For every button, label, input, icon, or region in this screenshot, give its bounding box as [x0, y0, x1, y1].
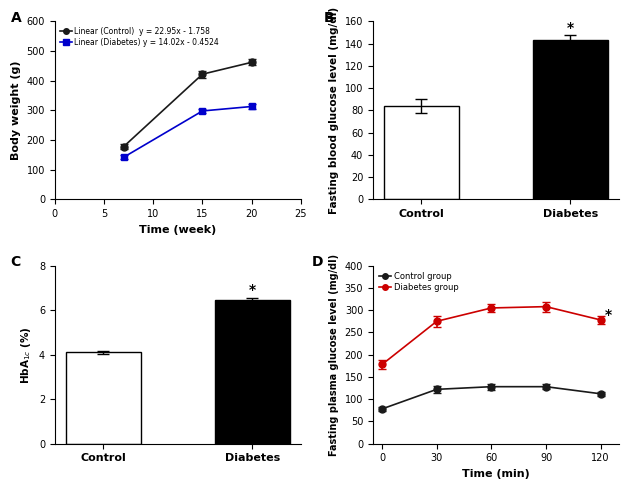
Bar	[66, 352, 140, 443]
Legend: Linear (Control)  y = 22.95x - 1.758, Linear (Diabetes) y = 14.02x - 0.4524: Linear (Control) y = 22.95x - 1.758, Lin…	[59, 25, 220, 49]
Y-axis label: Body weight (g): Body weight (g)	[11, 61, 21, 160]
Text: *: *	[249, 283, 256, 297]
Text: A: A	[11, 11, 21, 24]
Text: C: C	[11, 255, 21, 269]
Text: *: *	[604, 308, 612, 321]
Text: B: B	[324, 11, 335, 24]
Y-axis label: Fasting plasma glucose level (mg/dl): Fasting plasma glucose level (mg/dl)	[329, 254, 339, 456]
Y-axis label: Fasting blood glucose level (mg/dl): Fasting blood glucose level (mg/dl)	[329, 7, 339, 214]
Bar	[215, 300, 290, 443]
Bar	[533, 40, 608, 199]
X-axis label: Time (min): Time (min)	[462, 469, 530, 479]
X-axis label: Time (week): Time (week)	[139, 224, 217, 235]
Text: *: *	[567, 21, 574, 35]
Y-axis label: HbA$_{1c}$ (%): HbA$_{1c}$ (%)	[20, 326, 33, 384]
Bar	[384, 106, 459, 199]
Legend: Control group, Diabetes group: Control group, Diabetes group	[377, 270, 460, 294]
Text: D: D	[311, 255, 323, 269]
